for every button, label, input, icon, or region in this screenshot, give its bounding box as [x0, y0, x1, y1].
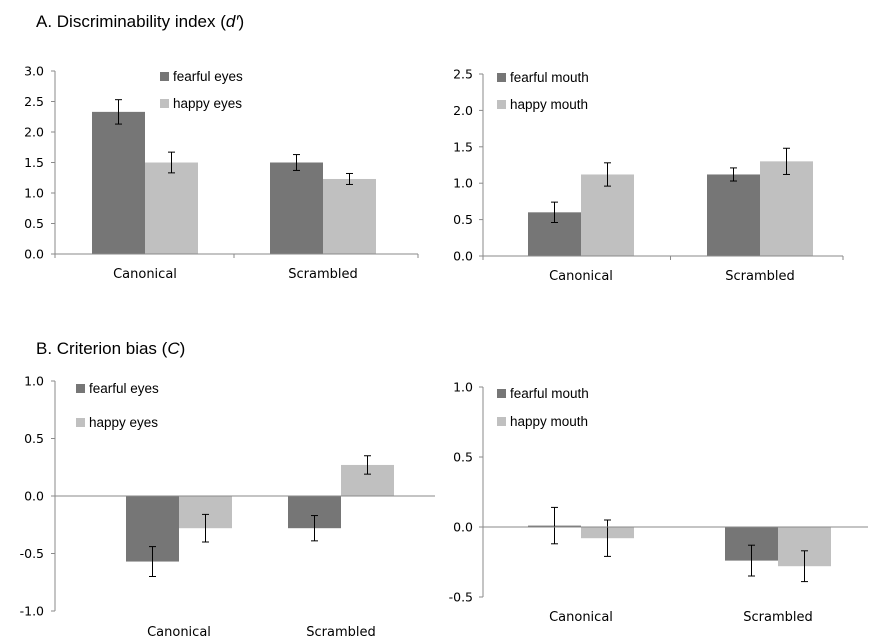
legend-swatch	[497, 417, 506, 426]
section-a-title-prefix: A. Discriminability index (	[36, 12, 226, 31]
error-bar	[115, 99, 122, 125]
y-tick-label: 1.0	[24, 186, 44, 201]
error-bar	[551, 506, 558, 545]
legend-label: happy eyes	[173, 96, 242, 111]
legend-label: fearful eyes	[89, 381, 159, 396]
section-a-title: A. Discriminability index (d′)	[36, 12, 244, 32]
error-bar	[551, 201, 558, 224]
legend-label: happy mouth	[510, 414, 588, 429]
bar-happy-eyes-canonical	[145, 162, 198, 254]
category-label: Canonical	[113, 267, 177, 282]
y-tick-label: 0.5	[24, 216, 44, 231]
error-bar	[168, 151, 175, 174]
y-tick-label: 1.0	[453, 380, 473, 395]
chart-panel-b-right: -0.5 0.0 0.5 1.0 Canonical Scrambled fearful m…	[449, 380, 868, 625]
y-tick-label: 0.5	[453, 450, 473, 465]
category-label: Canonical	[147, 625, 211, 640]
legend-swatch	[160, 99, 169, 108]
legend: fearful mouth happy mouth	[497, 70, 589, 112]
legend: fearful mouth happy mouth	[497, 386, 589, 429]
category-label: Scrambled	[288, 267, 358, 282]
y-tick-label: 2.5	[453, 67, 473, 82]
y-tick-label: 0.0	[453, 249, 473, 264]
legend-swatch	[497, 73, 506, 82]
legend: fearful eyes happy eyes	[160, 69, 243, 111]
chart-panel-a-left: 0.0 0.5 1.0 1.5 2.0 2.5 3.0 Canonical Scrambled f…	[24, 64, 419, 282]
error-bar	[364, 455, 371, 475]
legend-swatch	[497, 100, 506, 109]
legend-label: fearful eyes	[173, 69, 243, 84]
y-tick-label: 2.5	[24, 94, 44, 109]
error-bar	[604, 519, 611, 557]
error-bar	[604, 162, 611, 187]
section-a-title-symbol: d′	[225, 12, 239, 31]
category-label: Scrambled	[725, 269, 795, 284]
error-bar	[748, 544, 755, 577]
category-label: Scrambled	[306, 625, 376, 640]
error-bar	[202, 513, 209, 543]
error-bar	[801, 550, 808, 583]
error-bar	[730, 167, 737, 182]
y-tick-label: 0.5	[24, 431, 44, 446]
y-tick-label: -0.5	[20, 546, 44, 561]
section-b-title-symbol: C	[167, 339, 180, 358]
section-b-title: B. Criterion bias (C)	[36, 339, 185, 359]
y-tick-label: 1.0	[24, 374, 44, 389]
y-tick-label: 2.0	[453, 103, 473, 118]
y-tick-label: 0.5	[453, 212, 473, 227]
legend-swatch	[76, 384, 85, 393]
category-label: Canonical	[549, 269, 613, 284]
y-tick-label: 1.0	[453, 176, 473, 191]
legend-label: fearful mouth	[510, 70, 589, 85]
error-bar	[783, 147, 790, 175]
error-bar	[293, 154, 300, 171]
bar-happy-mouth-scrambled	[760, 161, 813, 256]
legend-swatch	[76, 418, 85, 427]
category-label: Canonical	[549, 610, 613, 625]
legend-label: fearful mouth	[510, 386, 589, 401]
y-tick-label: 1.5	[24, 155, 44, 170]
legend-label: happy eyes	[89, 415, 158, 430]
legend-swatch	[497, 389, 506, 398]
section-a-title-suffix: )	[238, 12, 245, 31]
bar-fearful-mouth-scrambled	[707, 174, 760, 256]
y-tick-label: 0.0	[24, 247, 44, 262]
y-tick-label: 2.0	[24, 125, 44, 140]
bar-fearful-eyes-scrambled	[270, 162, 323, 254]
chart-panel-b-left: -1.0 -0.5 0.0 0.5 1.0 Canonical Scrambled fearf…	[20, 374, 435, 640]
section-b-title-suffix: )	[179, 339, 186, 358]
legend: fearful eyes happy eyes	[76, 381, 159, 430]
y-tick-label: -1.0	[20, 604, 44, 619]
bar-happy-mouth-canonical	[581, 174, 634, 256]
legend-swatch	[160, 72, 169, 81]
chart-panel-a-right: 0.0 0.5 1.0 1.5 2.0 2.5 Canonical Scrambled fear…	[453, 67, 844, 284]
error-bar	[311, 515, 318, 542]
y-tick-label: 1.5	[453, 139, 473, 154]
section-b-title-prefix: B. Criterion bias (	[36, 339, 168, 358]
y-tick-label: 0.0	[453, 520, 473, 535]
y-tick-label: -0.5	[449, 590, 473, 605]
error-bar	[346, 172, 353, 185]
bar-happy-eyes-scrambled	[323, 178, 376, 254]
error-bar	[149, 546, 156, 577]
legend-label: happy mouth	[510, 97, 588, 112]
category-label: Scrambled	[743, 610, 813, 625]
y-tick-label: 0.0	[24, 489, 44, 504]
bar-fearful-eyes-canonical	[92, 111, 145, 255]
y-tick-label: 3.0	[24, 64, 44, 79]
